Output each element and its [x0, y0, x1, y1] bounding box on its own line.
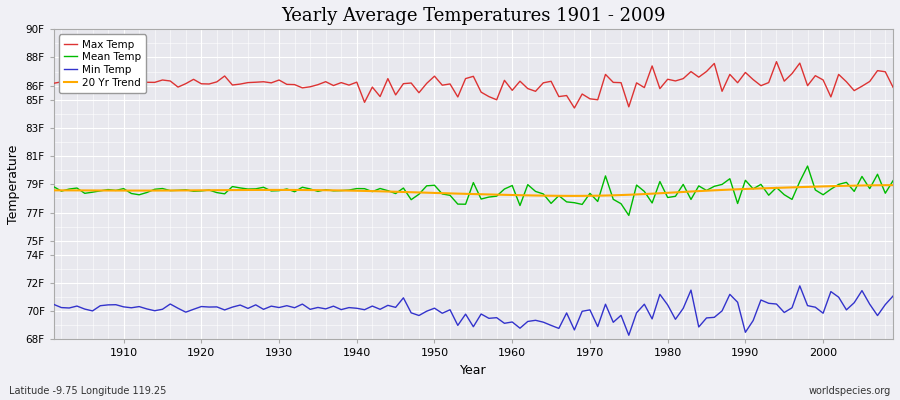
20 Yr Trend	[328, 188, 339, 193]
Min Temp	[328, 304, 339, 308]
Mean Temp	[887, 178, 898, 183]
Mean Temp	[600, 174, 611, 178]
Min Temp	[795, 284, 806, 288]
Max Temp	[499, 78, 509, 83]
20 Yr Trend	[608, 193, 618, 198]
Text: Latitude -9.75 Longitude 119.25: Latitude -9.75 Longitude 119.25	[9, 386, 166, 396]
Mean Temp	[507, 183, 517, 188]
Min Temp	[499, 321, 509, 326]
Mean Temp	[111, 188, 122, 193]
Max Temp	[569, 106, 580, 110]
Legend: Max Temp, Mean Temp, Min Temp, 20 Yr Trend: Max Temp, Mean Temp, Min Temp, 20 Yr Tre…	[58, 34, 146, 93]
Min Temp	[600, 302, 611, 307]
20 Yr Trend	[499, 192, 509, 197]
X-axis label: Year: Year	[460, 364, 487, 377]
Mean Temp	[802, 164, 813, 168]
Max Temp	[111, 79, 122, 84]
20 Yr Trend	[282, 188, 292, 192]
Min Temp	[887, 294, 898, 298]
Mean Temp	[282, 186, 292, 191]
Line: Max Temp: Max Temp	[54, 62, 893, 108]
Min Temp	[49, 302, 59, 307]
Text: worldspecies.org: worldspecies.org	[809, 386, 891, 396]
Min Temp	[624, 333, 634, 338]
Min Temp	[282, 303, 292, 308]
Max Temp	[771, 59, 782, 64]
Max Temp	[49, 81, 59, 86]
Line: 20 Yr Trend: 20 Yr Trend	[54, 185, 893, 196]
20 Yr Trend	[111, 188, 122, 193]
Mean Temp	[499, 187, 509, 192]
20 Yr Trend	[49, 188, 59, 193]
Min Temp	[507, 320, 517, 324]
Max Temp	[507, 88, 517, 93]
Mean Temp	[328, 188, 339, 193]
Line: Mean Temp: Mean Temp	[54, 166, 893, 215]
Min Temp	[111, 302, 122, 307]
Y-axis label: Temperature: Temperature	[7, 145, 20, 224]
Mean Temp	[624, 213, 634, 218]
Line: Min Temp: Min Temp	[54, 286, 893, 335]
Max Temp	[608, 80, 618, 85]
20 Yr Trend	[507, 193, 517, 198]
Max Temp	[887, 85, 898, 90]
Mean Temp	[49, 184, 59, 189]
Max Temp	[328, 83, 339, 88]
Max Temp	[282, 82, 292, 87]
20 Yr Trend	[887, 183, 898, 188]
20 Yr Trend	[569, 194, 580, 198]
Title: Yearly Average Temperatures 1901 - 2009: Yearly Average Temperatures 1901 - 2009	[281, 7, 666, 25]
